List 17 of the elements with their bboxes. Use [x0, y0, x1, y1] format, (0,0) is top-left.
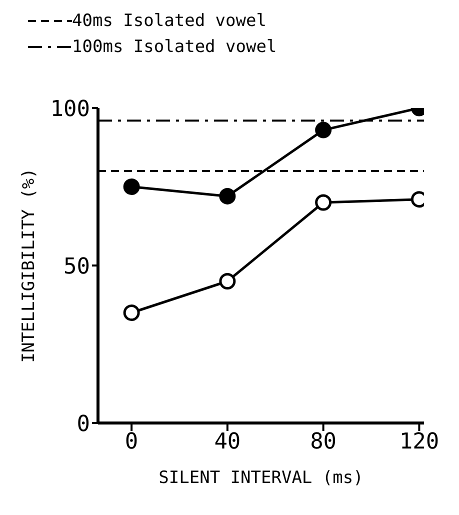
- point: [315, 122, 332, 138]
- y-tick-label: 50: [64, 254, 90, 280]
- y-axis-title: INTELLIGIBILITY (%): [19, 168, 40, 363]
- point: [315, 194, 332, 211]
- point: [123, 178, 140, 195]
- y-tick-label: 100: [50, 96, 90, 122]
- point: [123, 304, 140, 321]
- x-tick-label: 0: [124, 430, 138, 455]
- x-tick-label: 40: [214, 430, 241, 455]
- legend-label: 40ms Isolated vowel: [72, 11, 266, 31]
- x-tick-label: 80: [310, 430, 337, 455]
- y-tick-label: 0: [76, 412, 90, 437]
- legend-label: 100ms Isolated vowel: [72, 37, 277, 57]
- point: [219, 188, 236, 204]
- x-axis-title: SILENT INTERVAL (ms): [158, 468, 364, 488]
- point: [219, 273, 236, 290]
- x-tick-label: 120: [399, 430, 440, 455]
